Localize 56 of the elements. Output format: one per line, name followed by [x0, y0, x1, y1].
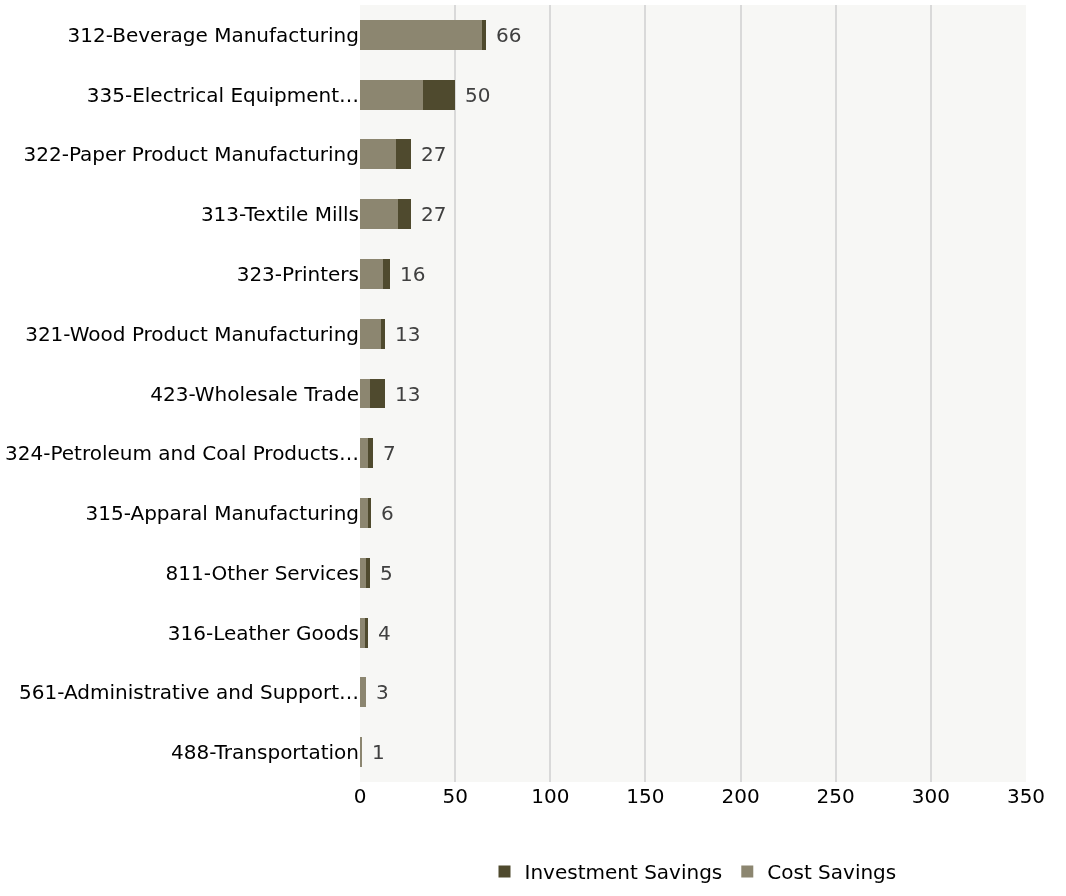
y-tick-label: 561-Administrative and Support…: [19, 680, 359, 705]
x-tick-label: 100: [531, 784, 570, 808]
bar: [380, 318, 385, 349]
legend-label: Cost Savings: [767, 860, 897, 885]
bar: [360, 378, 370, 409]
y-tick-label: 321-Wood Product Manufacturing: [25, 321, 359, 346]
total-label: 27: [421, 202, 447, 226]
total-label: 50: [465, 83, 491, 107]
bar: [369, 378, 385, 409]
y-tick-label: 423-Wholesale Trade: [150, 381, 359, 406]
total-label: 4: [378, 621, 391, 645]
y-tick-label: 316-Leather Goods: [167, 620, 359, 645]
x-tick-label: 350: [1006, 784, 1046, 808]
bar: [360, 557, 366, 588]
x-tick-label: 250: [816, 784, 855, 808]
bar: [365, 557, 370, 588]
total-label: 1: [372, 740, 385, 764]
y-tick-label: 488-Transportation: [171, 740, 359, 765]
y-tick-label: 312-Beverage Manufacturing: [67, 22, 359, 47]
bar: [360, 19, 482, 50]
bar: [360, 498, 368, 528]
bar: [360, 199, 399, 230]
bar: [360, 438, 368, 469]
x-tick-label: 200: [721, 784, 760, 808]
legend-label: Investment Savings: [524, 860, 723, 885]
y-tick-label: 315-Apparal Manufacturing: [85, 501, 359, 526]
y-tick-label: 323-Printers: [236, 261, 359, 286]
total-label: 3: [376, 680, 389, 704]
total-label: 27: [421, 142, 447, 166]
x-tick-label: 300: [911, 784, 950, 808]
total-label: 13: [395, 322, 421, 346]
bar: [360, 139, 397, 170]
bar: [396, 139, 412, 170]
total-label: 66: [496, 23, 522, 47]
total-label: 13: [395, 382, 421, 406]
bar: [360, 79, 423, 110]
bar: [422, 79, 456, 110]
bar: [360, 318, 381, 349]
y-tick-label: 335-Electrical Equipment…: [86, 82, 359, 107]
bar: [382, 259, 391, 289]
x-tick-label: 150: [626, 784, 665, 808]
total-label: 6: [381, 501, 394, 525]
y-tick-label: 324-Petroleum and Coal Products…: [5, 441, 359, 466]
bar: [360, 677, 366, 708]
x-tick-label: 50: [442, 784, 468, 808]
x-tick-label: 0: [353, 784, 367, 808]
y-tick-label: 811-Other Services: [165, 560, 359, 585]
bar: [365, 617, 368, 648]
y-tick-label: 322-Paper Product Manufacturing: [23, 142, 359, 167]
total-label: 5: [380, 561, 393, 585]
y-tick-label: 313-Textile Mills: [200, 202, 359, 227]
bar: [360, 259, 383, 289]
bar: [481, 19, 486, 50]
total-label: 7: [383, 441, 396, 465]
bar: [398, 199, 412, 230]
total-label: 16: [400, 262, 426, 286]
